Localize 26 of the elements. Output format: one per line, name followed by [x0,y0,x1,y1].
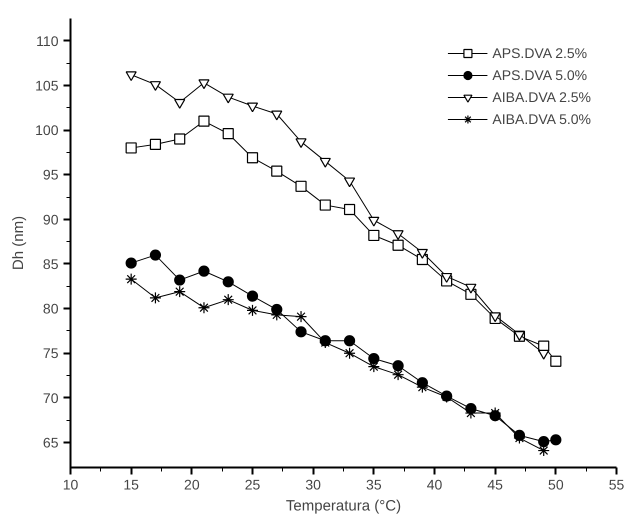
x-tick-label: 25 [244,476,260,492]
x-axis-title: Temperatura (°C) [286,498,402,514]
x-tick-label: 35 [366,476,382,492]
y-tick-label: 65 [42,434,59,451]
x-tick-label: 50 [548,476,564,492]
x-tick-label: 15 [123,476,140,492]
legend-label: APS.DVA 2.5% [492,45,588,61]
y-tick-label: 110 [36,32,59,49]
x-tick-label: 40 [426,476,442,492]
y-tick-label: 70 [42,390,59,406]
legend-label: AIBA.DVA 5.0% [492,111,591,127]
x-tick-label: 45 [487,476,504,492]
y-tick-label: 80 [42,300,59,317]
x-tick-label: 55 [608,476,624,492]
y-tick-label: 75 [42,345,59,362]
y-tick-label: 85 [42,256,59,272]
y-tick-label: 90 [42,211,59,228]
y-tick-label: 100 [35,122,59,138]
y-tick-label: 95 [42,166,59,183]
legend-label: APS.DVA 5.0% [492,67,588,83]
y-axis-title: Dh (nm) [10,216,28,270]
y-tick-label: 105 [35,77,59,94]
legend-label: AIBA.DVA 2.5% [492,89,591,105]
x-tick-label: 10 [62,476,78,492]
x-tick-label: 30 [305,476,322,492]
x-tick-label: 20 [184,476,200,492]
